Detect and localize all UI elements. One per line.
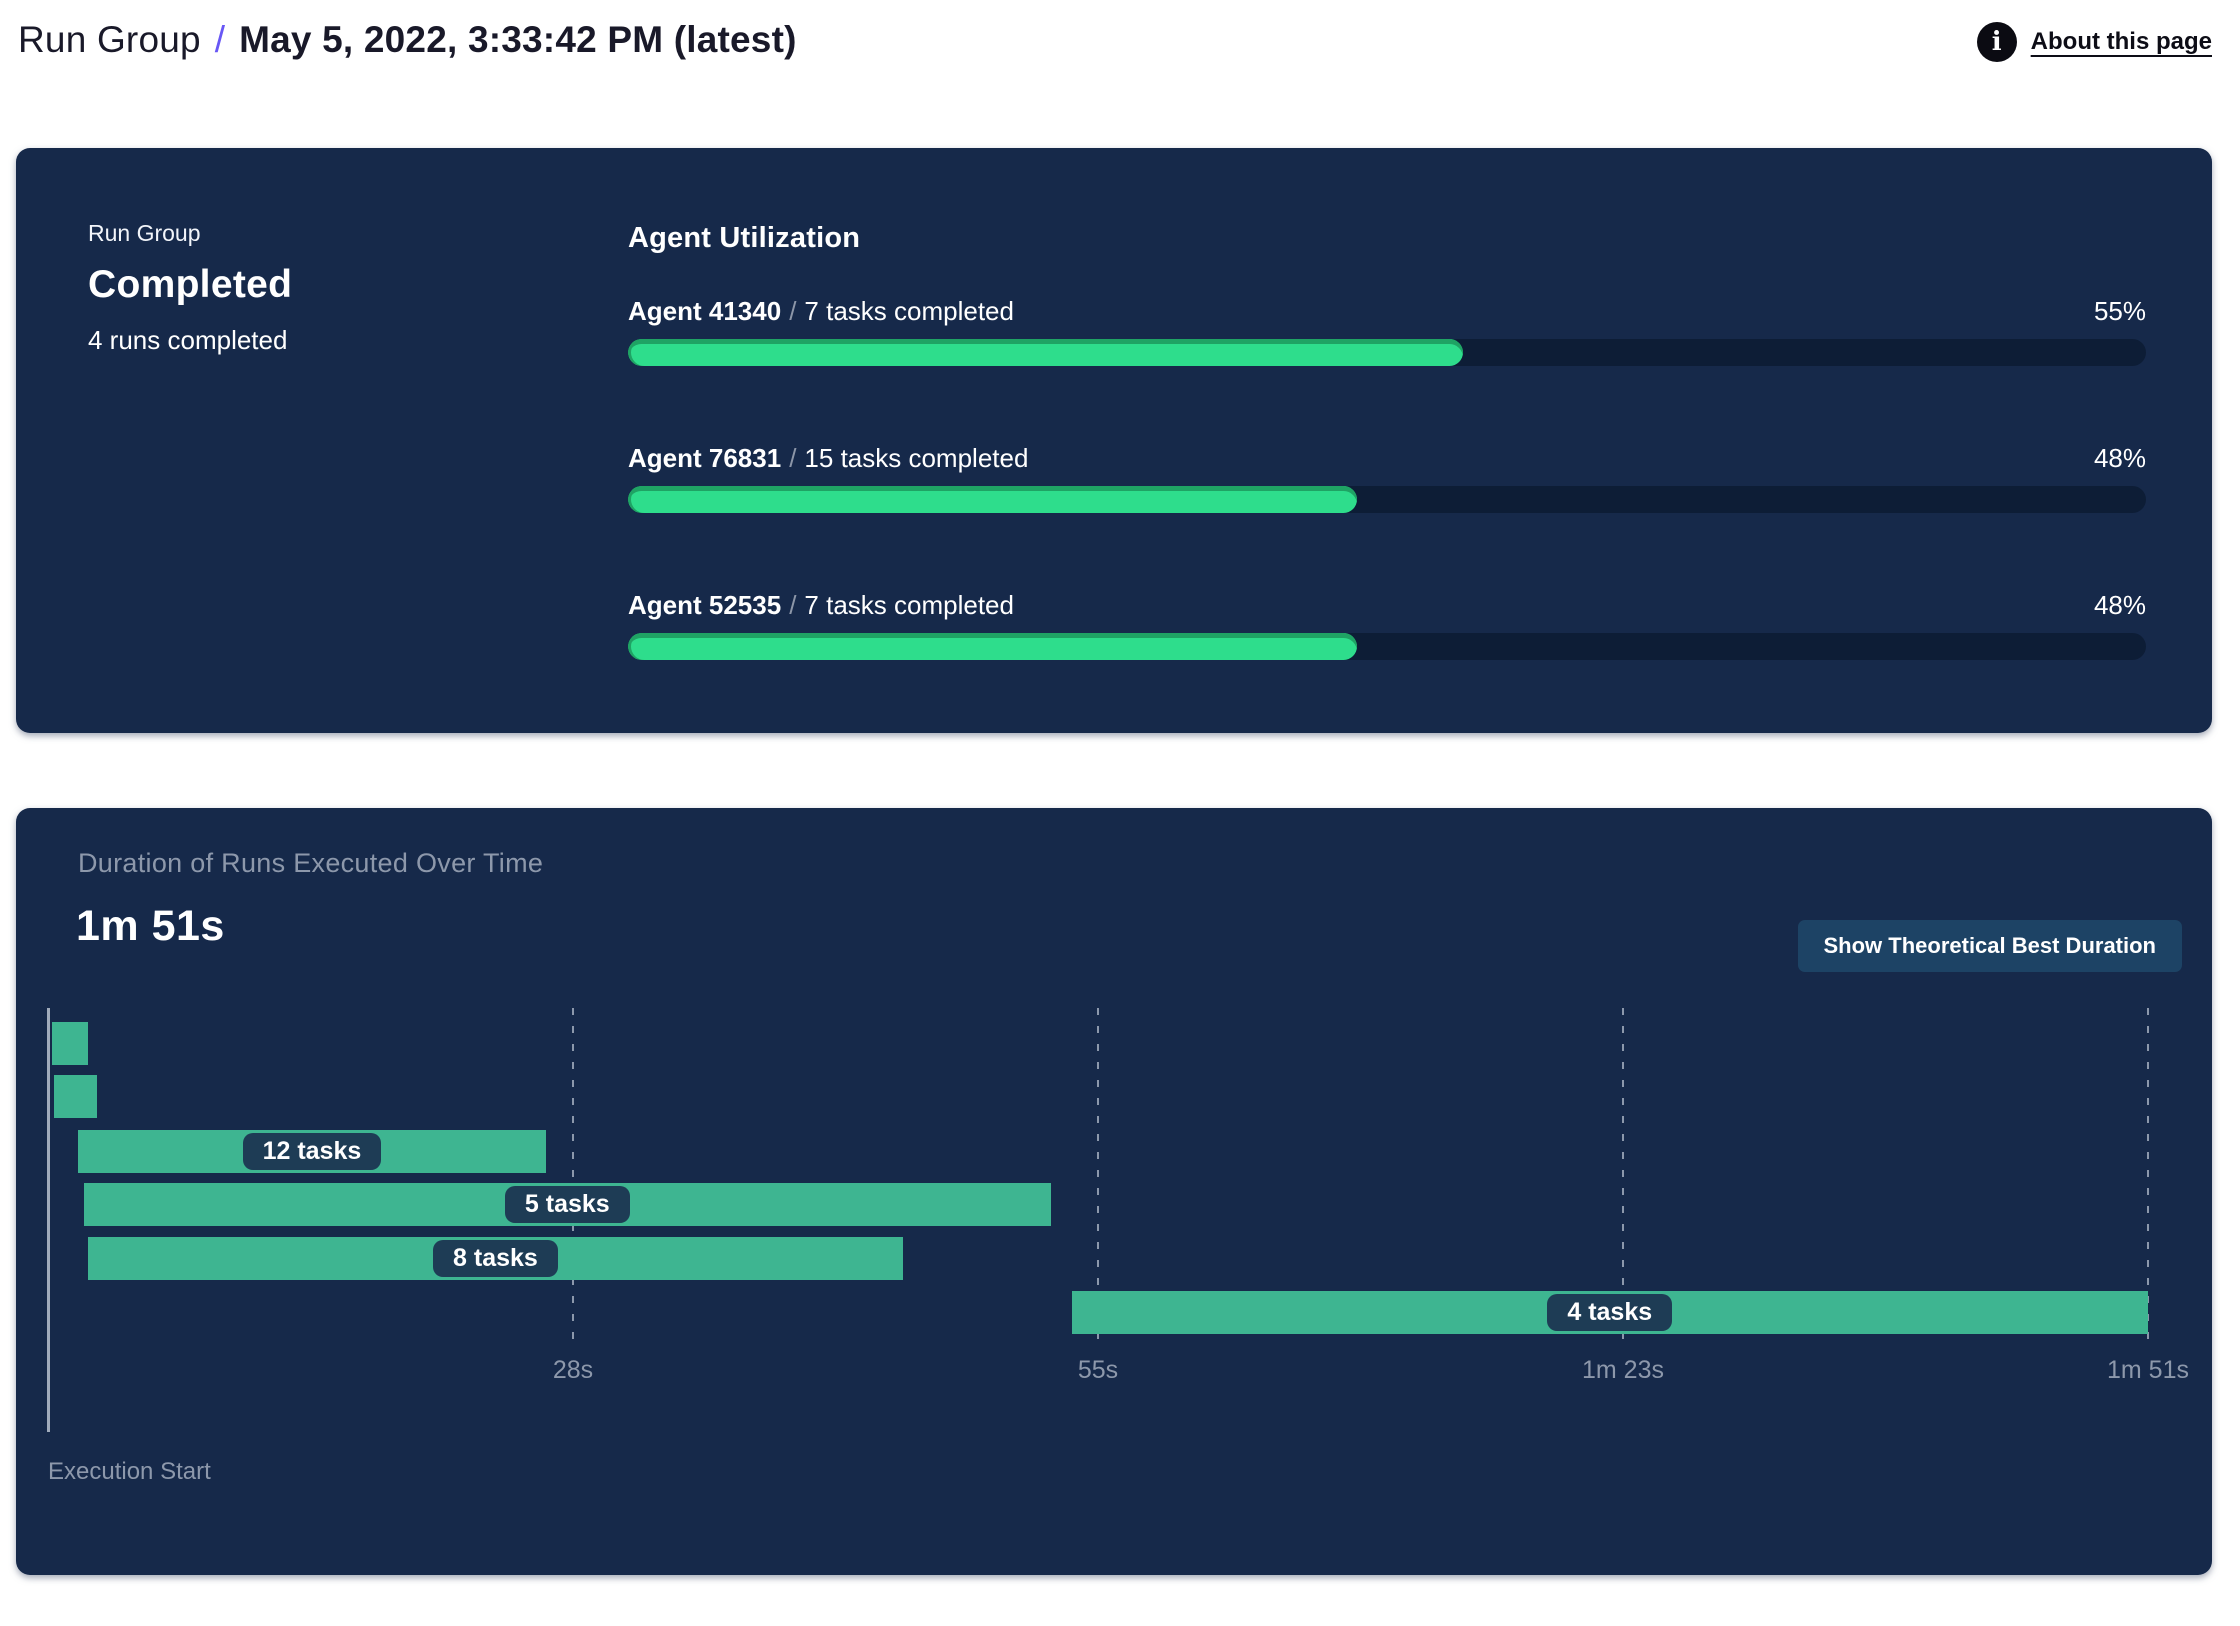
run-duration-bar[interactable]: 12 tasks [78,1130,546,1173]
agent-utilization-percent: 48% [2093,443,2146,473]
agent-progress-fill [628,486,1357,513]
breadcrumb-separator: / [214,19,226,60]
agent-utilization-title: Agent Utilization [628,222,861,254]
agent-row: Agent 41340/7 tasks completed 55% [628,296,2146,378]
time-tick-label: 1m 23s [1582,1356,1664,1384]
agent-utilization-percent: 48% [2093,590,2146,620]
time-tick-label: 55s [1077,1356,1119,1384]
duration-chart-card: Duration of Runs Executed Over Time 1m 5… [16,808,2212,1575]
agent-tasks-completed: 15 tasks completed [804,443,1029,473]
task-count-pill: 4 tasks [1547,1294,1673,1331]
run-duration-bar[interactable] [51,1022,88,1065]
agent-separator: / [789,590,797,620]
agent-progress-track [628,339,2146,366]
info-icon[interactable]: i [1976,22,2017,62]
gantt-gridline [1097,1008,1099,1348]
execution-start-label: Execution Start [48,1458,211,1485]
page-title: May 5, 2022, 3:33:42 PM (latest) [239,19,797,60]
page-header: Run Group / May 5, 2022, 3:33:42 PM (lat… [18,8,797,72]
agent-tasks-completed: 7 tasks completed [804,590,1014,620]
agent-utilization-section: Agent Utilization Agent 41340/7 tasks co… [628,222,2146,692]
agent-utilization-percent: 55% [2093,296,2146,326]
run-group-summary-card: Run Group Completed 4 runs completed Age… [16,148,2212,733]
time-tick-label: 1m 51s [2107,1356,2189,1384]
agent-progress-track [628,486,2146,513]
agent-progress-fill [628,339,1463,366]
summary-label: Run Group [88,220,201,246]
agent-name: Agent 76831 [628,443,782,473]
task-count-pill: 12 tasks [242,1133,382,1170]
agent-separator: / [789,443,797,473]
agent-separator: / [789,296,797,326]
duration-chart-title: Duration of Runs Executed Over Time [78,848,544,878]
agent-row: Agent 76831/15 tasks completed 48% [628,443,2146,525]
run-duration-bar[interactable]: 4 tasks [1071,1291,2148,1334]
runs-completed-count: 4 runs completed [88,325,288,355]
agent-meta: Agent 76831/15 tasks completed [628,443,2146,474]
agent-row: Agent 52535/7 tasks completed 48% [628,590,2146,672]
gantt-gridline [1622,1008,1624,1348]
agent-name: Agent 52535 [628,590,782,620]
agent-meta: Agent 52535/7 tasks completed [628,590,2146,621]
agent-progress-fill [628,633,1357,660]
agent-tasks-completed: 7 tasks completed [804,296,1014,326]
agent-name: Agent 41340 [628,296,782,326]
task-count-pill: 5 tasks [504,1186,630,1223]
agent-meta: Agent 41340/7 tasks completed [628,296,2146,327]
breadcrumb-run-group[interactable]: Run Group [18,19,201,60]
run-duration-bar[interactable]: 8 tasks [87,1237,904,1280]
run-group-status: Completed [88,263,293,306]
runs-gantt-chart: Execution Start 28s 55s 1m 23s 1m 51s 12 tas… [47,1008,2189,1498]
agent-progress-track [628,633,2146,660]
show-theoretical-best-duration-button[interactable]: Show Theoretical Best Duration [1797,920,2182,972]
run-duration-bar[interactable]: 5 tasks [83,1183,1051,1226]
run-group-summary: Run Group Completed 4 runs completed [88,220,292,356]
run-duration-bar[interactable] [53,1075,98,1118]
time-tick-label: 28s [552,1356,594,1384]
total-duration-value: 1m 51s [76,902,225,950]
task-count-pill: 8 tasks [433,1240,558,1277]
gantt-gridline [2147,1008,2149,1348]
about-this-page-link[interactable]: About this page [2030,28,2212,55]
gantt-gridline [572,1008,574,1348]
about-group: i About this page [1976,22,2212,62]
execution-start-axis-line [47,1008,50,1432]
